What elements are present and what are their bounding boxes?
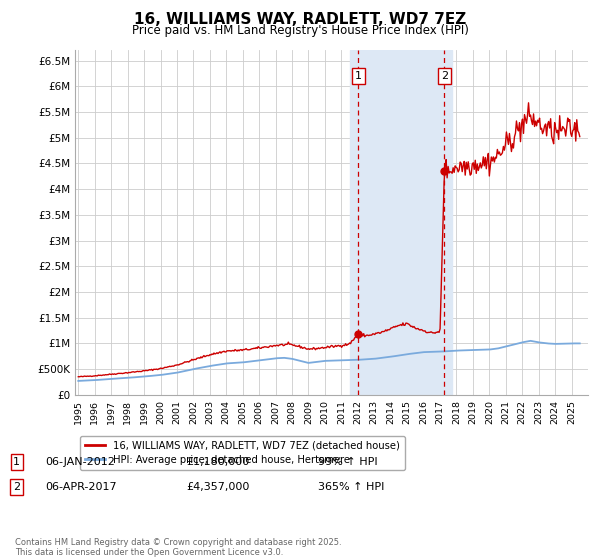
Text: 2: 2: [441, 71, 448, 81]
Text: Price paid vs. HM Land Registry's House Price Index (HPI): Price paid vs. HM Land Registry's House …: [131, 24, 469, 36]
Text: £4,357,000: £4,357,000: [186, 482, 250, 492]
Text: 1: 1: [13, 457, 20, 467]
Text: 06-JAN-2012: 06-JAN-2012: [45, 457, 115, 467]
Text: 365% ↑ HPI: 365% ↑ HPI: [318, 482, 385, 492]
Text: Contains HM Land Registry data © Crown copyright and database right 2025.
This d: Contains HM Land Registry data © Crown c…: [15, 538, 341, 557]
Text: 06-APR-2017: 06-APR-2017: [45, 482, 116, 492]
Legend: 16, WILLIAMS WAY, RADLETT, WD7 7EZ (detached house), HPI: Average price, detache: 16, WILLIAMS WAY, RADLETT, WD7 7EZ (deta…: [80, 436, 405, 470]
Text: 1: 1: [355, 71, 362, 81]
Bar: [350, 50, 452, 395]
Text: £1,180,000: £1,180,000: [186, 457, 249, 467]
Text: 2: 2: [13, 482, 20, 492]
Text: 99% ↑ HPI: 99% ↑ HPI: [318, 457, 377, 467]
Text: 16, WILLIAMS WAY, RADLETT, WD7 7EZ: 16, WILLIAMS WAY, RADLETT, WD7 7EZ: [134, 12, 466, 27]
